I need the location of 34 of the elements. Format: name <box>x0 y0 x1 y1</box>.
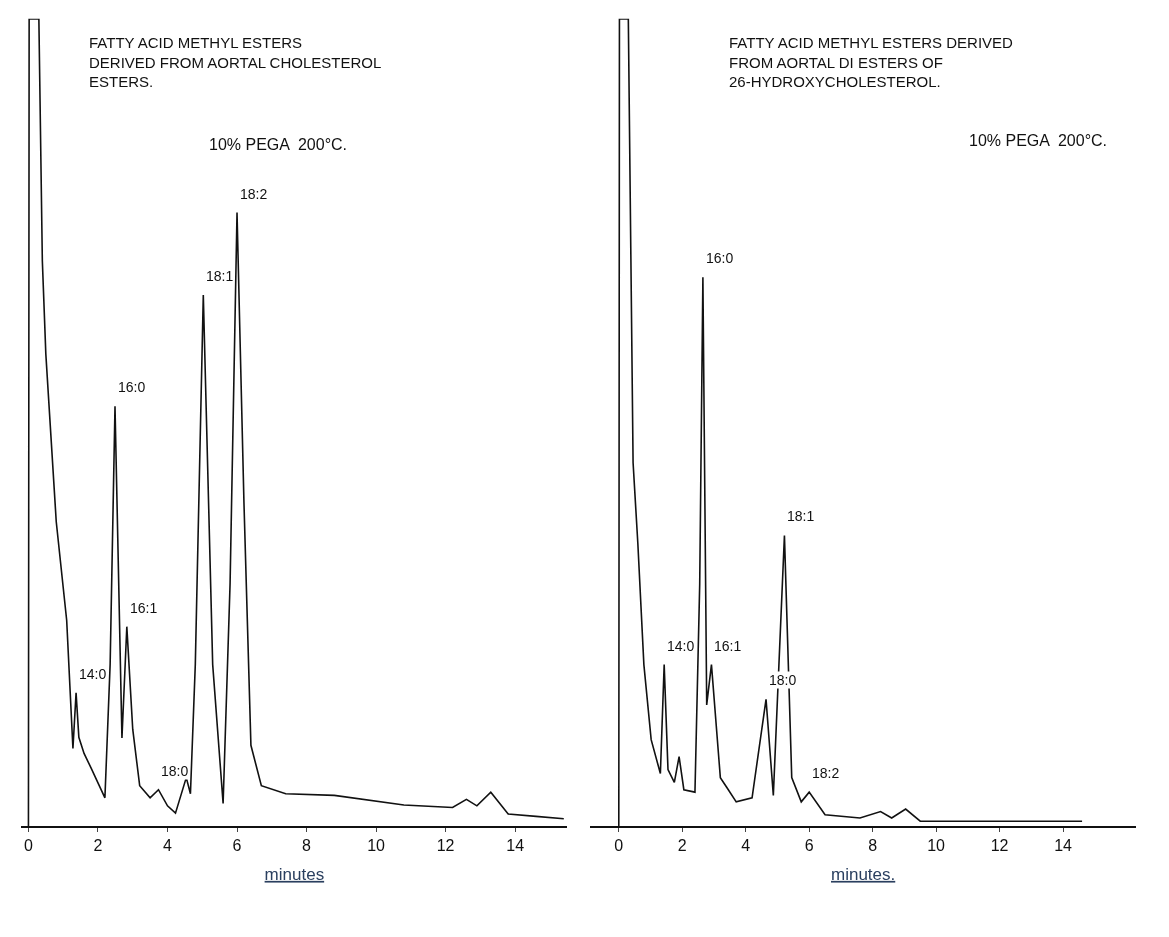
x-tick-label: 8 <box>868 836 878 854</box>
text: FATTY ACID METHYL ESTERS DERIVED FROM AORTAL CHOLESTEROL ESTERS. <box>89 34 382 90</box>
x-tick-label: 6 <box>232 836 242 854</box>
annotation: 18:2 <box>240 186 268 202</box>
annotation: 18:0 <box>161 763 189 779</box>
x-tick-label: 2 <box>93 836 103 854</box>
x-tick-label: 12 <box>990 836 1009 854</box>
x-tick-label: 10 <box>367 836 386 854</box>
annotation: 16:1 <box>130 600 158 616</box>
x-tick-label: 0 <box>614 836 624 854</box>
text: 10% PEGA 200°C. <box>969 132 1108 149</box>
x-axis-title: minutes <box>264 864 325 884</box>
x-tick-label: 14 <box>506 836 525 854</box>
annotation: 18:1 <box>206 268 234 284</box>
annotation: 16:0 <box>706 250 734 266</box>
annotation: 18:1 <box>787 508 815 524</box>
x-tick-label: 8 <box>302 836 312 854</box>
annotation: 18:0 <box>769 672 797 688</box>
annotation: 16:0 <box>118 379 146 395</box>
annotation: 14:0 <box>79 666 107 682</box>
x-tick-label: 4 <box>163 836 173 854</box>
text: 10% PEGA 200°C. <box>209 136 348 153</box>
x-tick-label: 4 <box>741 836 751 854</box>
x-tick-label: 12 <box>436 836 455 854</box>
x-tick-label: 10 <box>927 836 946 854</box>
x-tick-label: 6 <box>804 836 814 854</box>
text: FATTY ACID METHYL ESTERS DERIVED FROM AORTAL DI ESTERS OF 26-HYDROXYCHOLESTEROL. <box>729 34 1014 90</box>
annotation: 18:2 <box>812 765 840 781</box>
x-tick-label: 14 <box>1054 836 1073 854</box>
x-axis-title: minutes. <box>831 864 896 884</box>
annotation: 16:1 <box>714 638 742 654</box>
x-tick-label: 0 <box>23 836 33 854</box>
x-tick-label: 2 <box>677 836 687 854</box>
annotation: 14:0 <box>667 638 695 654</box>
